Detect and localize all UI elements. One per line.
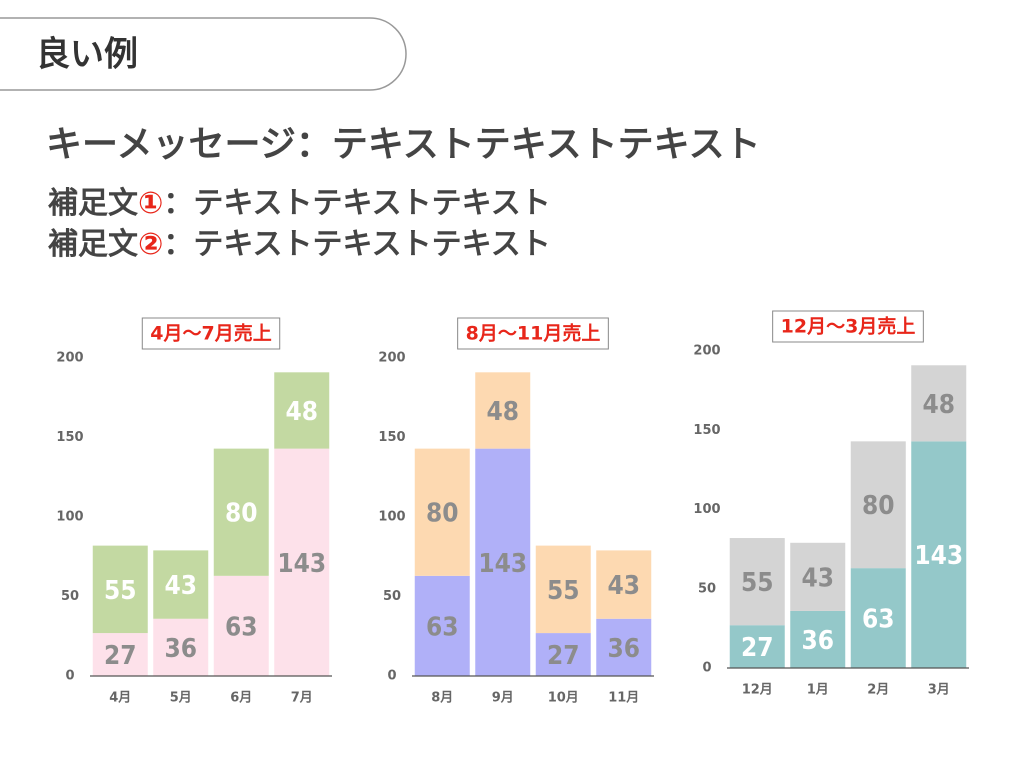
key-message: キーメッセージ：テキストテキストテキスト: [46, 124, 761, 165]
bar-segment: [850, 568, 906, 668]
data-label: 27: [741, 633, 774, 663]
data-label: 55: [741, 568, 774, 598]
x-tick-label: 5月: [170, 691, 192, 706]
data-label: 55: [104, 576, 137, 606]
title-box: [457, 317, 609, 350]
y-tick-label: 100: [56, 510, 83, 525]
bar-segment: [213, 448, 269, 576]
bar-segment: [729, 538, 785, 626]
x-tick-label: 11月: [608, 691, 639, 706]
y-tick-label: 0: [387, 669, 396, 684]
bar-segment: [92, 545, 148, 634]
data-label: 143: [478, 549, 527, 579]
y-tick-label: 150: [693, 423, 720, 438]
data-label: 43: [607, 571, 640, 601]
x-tick-label: 2月: [867, 683, 889, 698]
y-tick-label: 0: [65, 669, 74, 684]
data-label: 63: [426, 612, 459, 642]
data-label: 63: [862, 605, 895, 635]
data-label: 48: [922, 390, 955, 420]
bar-segment: [850, 441, 906, 569]
y-tick-label: 150: [56, 430, 83, 445]
title-box: [772, 310, 924, 343]
sub-text: 補足文: [47, 227, 138, 262]
bar-segment: [414, 575, 470, 676]
data-label: 143: [277, 549, 326, 579]
x-tick-label: 3月: [928, 683, 950, 698]
x-tick-label: 7月: [291, 691, 313, 706]
bar-segment: [92, 633, 148, 676]
bar-segment: [153, 618, 209, 676]
y-tick-label: 200: [378, 351, 405, 366]
bar-segment: [790, 610, 846, 668]
data-label: 36: [607, 634, 640, 664]
bar-segment: [475, 372, 531, 449]
data-label: 80: [225, 499, 258, 529]
bar-segment: [475, 448, 531, 676]
bar-segment: [911, 365, 967, 442]
title-box: [141, 317, 281, 350]
chart-title: 4月〜7月売上: [150, 322, 271, 345]
data-label: 43: [801, 563, 834, 593]
sub-text: 補足文: [47, 186, 138, 221]
sub-text: ：テキストテキストテキスト: [163, 227, 550, 262]
sub-text: ：テキストテキストテキスト: [163, 186, 550, 221]
bar-segment: [414, 448, 470, 576]
bar-segment: [274, 448, 330, 676]
sub-line: 補足文②：テキストテキストテキスト: [47, 227, 551, 262]
chart-title: 8月〜11月売上: [466, 322, 601, 345]
data-label: 27: [547, 641, 580, 671]
x-tick-label: 1月: [807, 683, 829, 698]
x-tick-label: 4月: [109, 691, 131, 706]
data-label: 36: [164, 634, 197, 664]
y-tick-label: 100: [378, 510, 405, 525]
bar-segment: [213, 575, 269, 676]
bar-segment: [535, 545, 591, 634]
data-label: 48: [285, 397, 318, 427]
y-tick-label: 200: [56, 351, 83, 366]
sub-number: ②: [138, 227, 163, 262]
data-label: 55: [547, 576, 580, 606]
badge: 良い例: [36, 35, 138, 75]
sub-line: 補足文①：テキストテキストテキスト: [47, 186, 551, 221]
sub-number: ①: [138, 186, 163, 221]
x-tick-label: 6月: [230, 691, 252, 706]
y-tick-label: 50: [698, 581, 716, 596]
bar-segment: [596, 550, 652, 619]
x-tick-label: 9月: [492, 691, 514, 706]
data-label: 36: [801, 626, 834, 656]
y-tick-label: 50: [383, 589, 401, 604]
x-tick-label: 10月: [548, 691, 579, 706]
y-tick-label: 0: [702, 661, 711, 676]
data-label: 143: [914, 541, 963, 571]
bar-segment: [790, 542, 846, 611]
data-label: 80: [426, 499, 459, 529]
x-tick-label: 12月: [742, 683, 773, 698]
bar-segment: [911, 441, 967, 668]
bar-segment: [729, 625, 785, 668]
y-tick-label: 50: [61, 589, 79, 604]
y-tick-label: 200: [693, 344, 720, 359]
badge-shape: [0, 17, 407, 91]
data-label: 48: [486, 397, 519, 427]
bar-segment: [535, 633, 591, 676]
bar-segment: [596, 618, 652, 676]
y-tick-label: 100: [693, 502, 720, 517]
data-label: 80: [862, 491, 895, 521]
data-label: 63: [225, 612, 258, 642]
bar-segment: [153, 550, 209, 619]
data-label: 43: [164, 571, 197, 601]
x-tick-label: 8月: [431, 691, 453, 706]
chart-title: 12月〜3月売上: [781, 315, 916, 338]
bar-segment: [274, 372, 330, 449]
y-tick-label: 150: [378, 430, 405, 445]
data-label: 27: [104, 641, 137, 671]
